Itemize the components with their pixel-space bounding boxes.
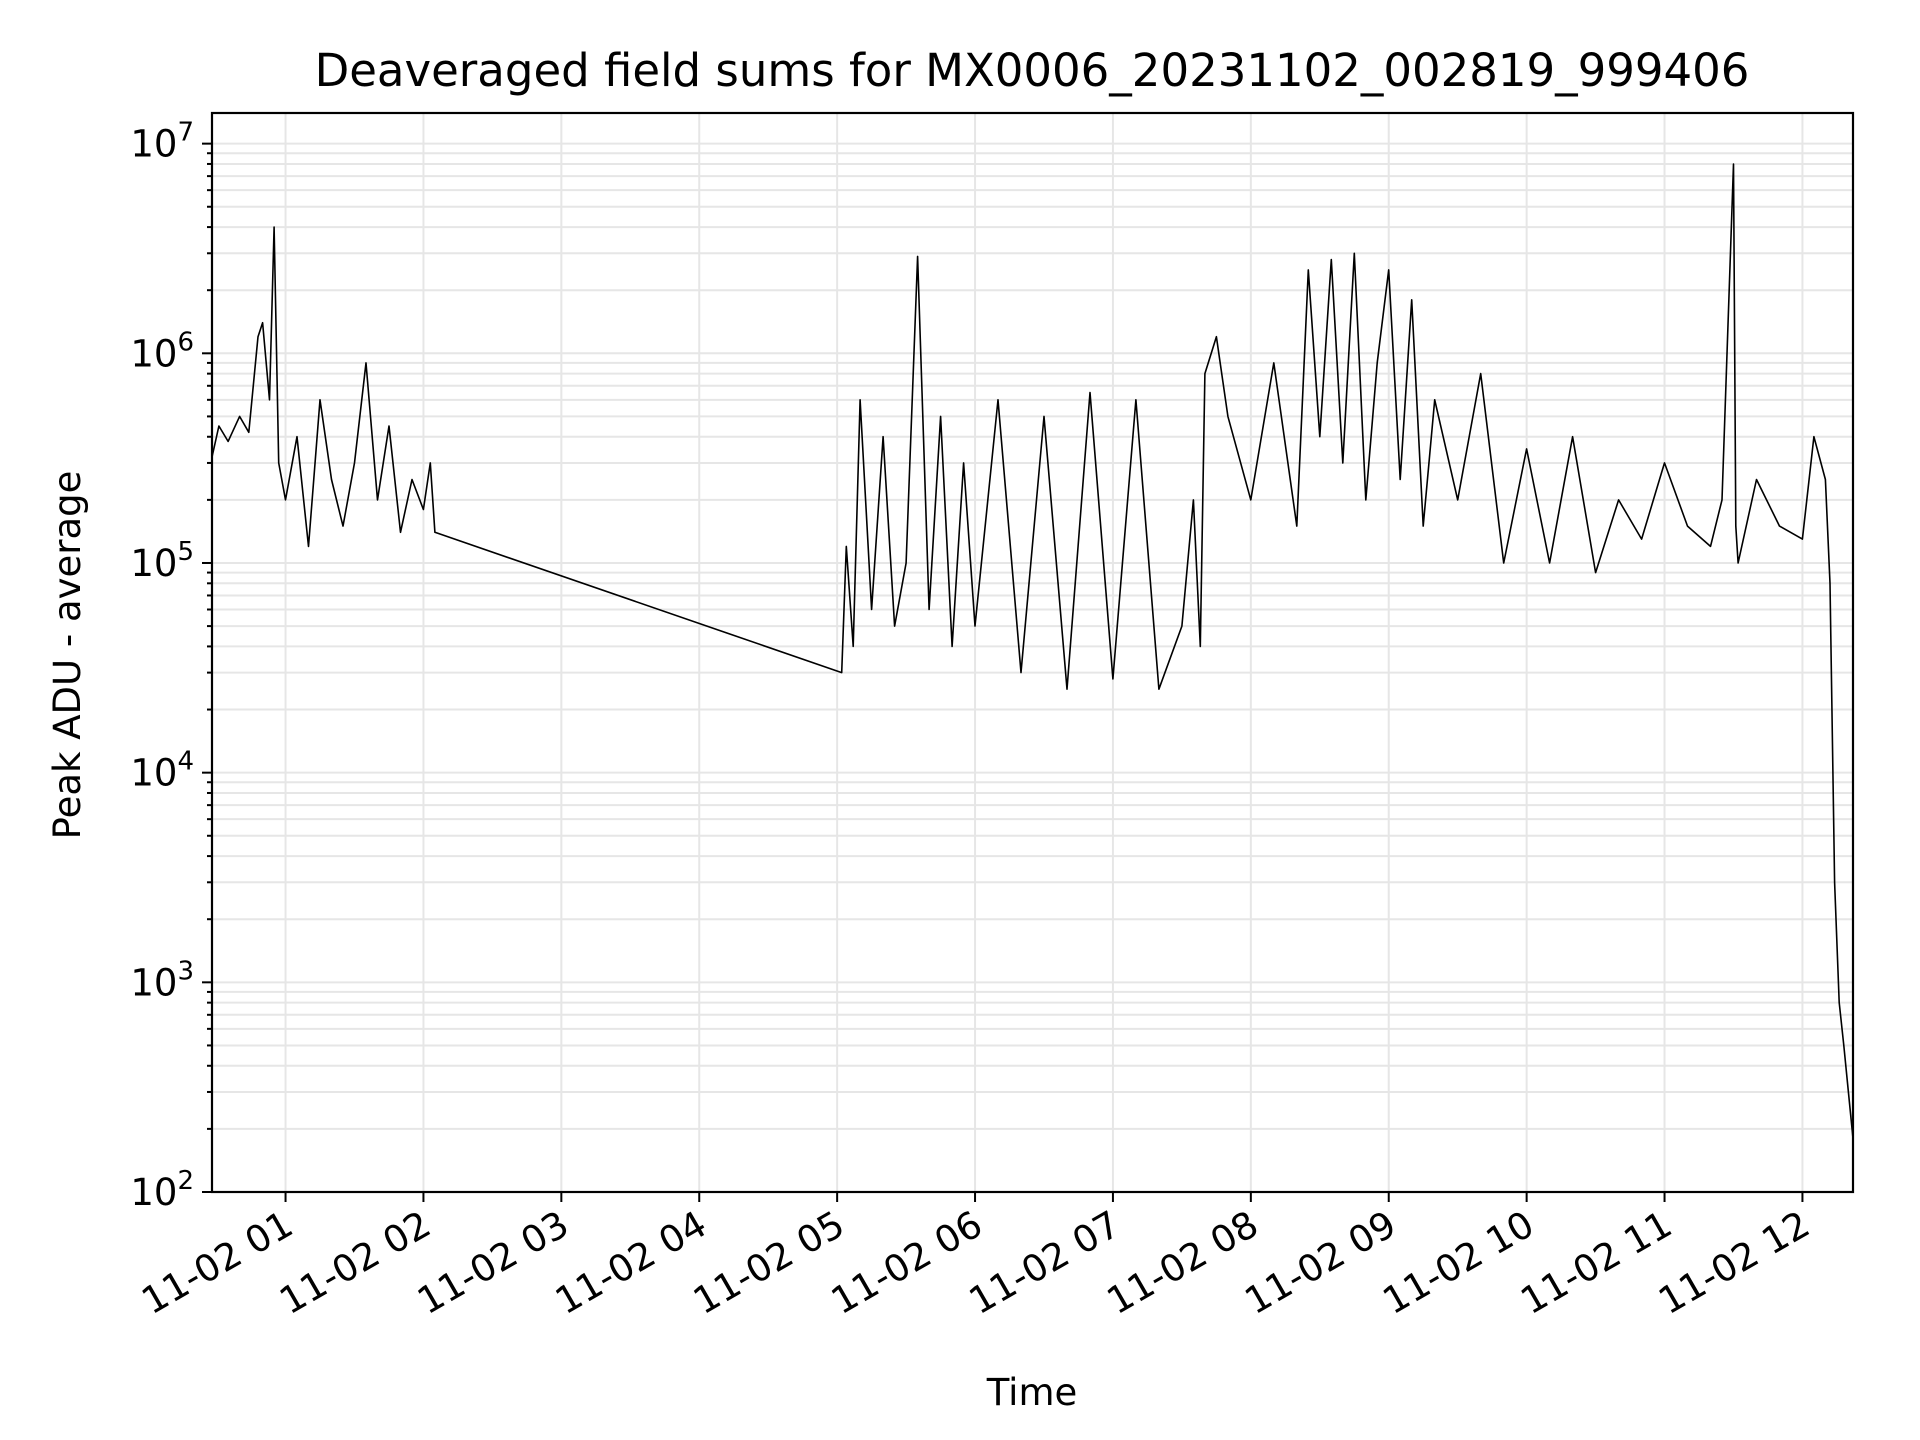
y-axis-label: Peak ADU - average bbox=[46, 471, 89, 840]
series-line-0 bbox=[211, 163, 1854, 1139]
y-tick-label: 103 bbox=[130, 956, 194, 1004]
axes-frame bbox=[210, 111, 1855, 1194]
y-tick-label: 102 bbox=[130, 1166, 194, 1214]
y-tick-label: 107 bbox=[130, 118, 194, 166]
plot-area bbox=[211, 163, 1854, 1139]
chart-title: Deaveraged field sums for MX0006_2023110… bbox=[315, 44, 1750, 97]
y-tick-label: 105 bbox=[130, 537, 194, 585]
y-tick-label: 106 bbox=[130, 327, 194, 375]
y-tick-label: 104 bbox=[130, 747, 194, 795]
y-axis: 102 103 104 105 106 107 bbox=[130, 118, 212, 1214]
x-axis-label: Time bbox=[986, 1371, 1078, 1414]
grid-layer bbox=[212, 113, 1853, 1193]
